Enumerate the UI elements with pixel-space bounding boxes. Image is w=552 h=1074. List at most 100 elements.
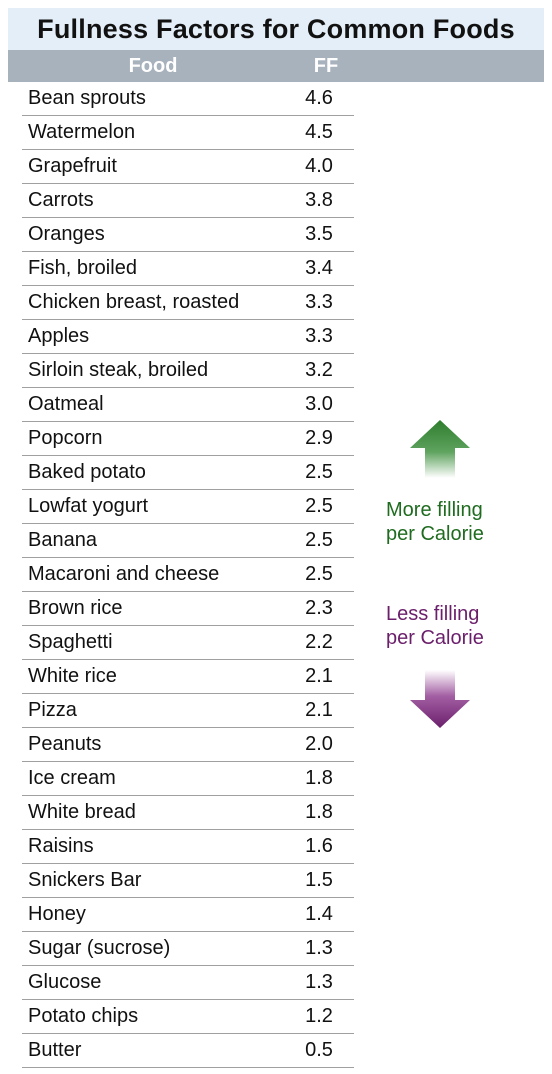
up-arrow-icon bbox=[410, 420, 470, 478]
table-row: Chicken breast, roasted 3.3 bbox=[22, 286, 354, 320]
food-name: Watermelon bbox=[28, 121, 136, 143]
table-row: White bread 1.8 bbox=[22, 796, 354, 830]
table-row: Macaroni and cheese 2.5 bbox=[22, 558, 354, 592]
food-name: Carrots bbox=[28, 189, 94, 211]
food-name: Pizza bbox=[28, 699, 77, 721]
ff-value: 3.4 bbox=[305, 257, 333, 279]
table-row: Baked potato 2.5 bbox=[22, 456, 354, 490]
ff-value: 2.5 bbox=[305, 495, 333, 517]
food-name: Macaroni and cheese bbox=[28, 563, 220, 585]
food-name: Spaghetti bbox=[28, 631, 113, 653]
ff-value: 3.5 bbox=[305, 223, 333, 245]
food-name: White rice bbox=[28, 665, 117, 687]
less-filling-line2: per Calorie bbox=[386, 627, 484, 649]
ff-value: 2.3 bbox=[305, 597, 333, 619]
ff-value: 4.6 bbox=[305, 87, 333, 109]
food-name: Butter bbox=[28, 1039, 82, 1061]
table-row: Spaghetti 2.2 bbox=[22, 626, 354, 660]
food-name: Sirloin steak, broiled bbox=[28, 359, 209, 381]
table-row: Apples 3.3 bbox=[22, 320, 354, 354]
table-row: Grapefruit 4.0 bbox=[22, 150, 354, 184]
table-row: Carrots 3.8 bbox=[22, 184, 354, 218]
ff-value: 2.5 bbox=[305, 529, 333, 551]
ff-value: 2.5 bbox=[305, 461, 333, 483]
table-row: Honey 1.4 bbox=[22, 898, 354, 932]
food-name: Banana bbox=[28, 529, 97, 551]
table-row: Fish, broiled 3.4 bbox=[22, 252, 354, 286]
ff-value: 3.0 bbox=[305, 393, 333, 415]
table-row: Brown rice 2.3 bbox=[22, 592, 354, 626]
table-row: Lowfat yogurt 2.5 bbox=[22, 490, 354, 524]
food-name: Sugar (sucrose) bbox=[28, 937, 171, 959]
table-row: Oranges 3.5 bbox=[22, 218, 354, 252]
food-name: Popcorn bbox=[28, 427, 103, 449]
food-name: Lowfat yogurt bbox=[28, 495, 149, 517]
table-row: Peanuts 2.0 bbox=[22, 728, 354, 762]
chart-title: Fullness Factors for Common Foods bbox=[37, 13, 515, 44]
table-row: Oatmeal 3.0 bbox=[22, 388, 354, 422]
table-row: Sugar (sucrose) 1.3 bbox=[22, 932, 354, 966]
ff-value: 3.3 bbox=[305, 291, 333, 313]
food-name: Potato chips bbox=[28, 1005, 139, 1027]
food-name: Fish, broiled bbox=[28, 257, 137, 279]
ff-value: 3.3 bbox=[305, 325, 333, 347]
food-name: Brown rice bbox=[28, 597, 123, 619]
food-name: Peanuts bbox=[28, 733, 102, 755]
food-name: Baked potato bbox=[28, 461, 146, 483]
less-filling-label: Less filling per Calorie bbox=[386, 602, 484, 650]
food-name: Apples bbox=[28, 325, 90, 347]
table-row: White rice 2.1 bbox=[22, 660, 354, 694]
more-filling-label: More filling per Calorie bbox=[386, 498, 484, 546]
ff-value: 4.0 bbox=[305, 155, 333, 177]
ff-value: 1.3 bbox=[305, 937, 333, 959]
table-row: Pizza 2.1 bbox=[22, 694, 354, 728]
ff-value: 3.2 bbox=[305, 359, 333, 381]
table-header: Food FF bbox=[8, 50, 544, 82]
food-name: Honey bbox=[28, 903, 86, 925]
table-row: Bean sprouts 4.6 bbox=[22, 82, 354, 116]
table-row: Ice cream 1.8 bbox=[22, 762, 354, 796]
table-body: Bean sprouts 4.6 Watermelon 4.5 Grapefruit 4.… bbox=[22, 82, 354, 1068]
ff-value: 2.0 bbox=[305, 733, 333, 755]
food-name: Oranges bbox=[28, 223, 105, 245]
table-row: Sirloin steak, broiled 3.2 bbox=[22, 354, 354, 388]
more-filling-line1: More filling bbox=[386, 499, 483, 521]
ff-value: 1.3 bbox=[305, 971, 333, 993]
column-header-food: Food bbox=[128, 55, 178, 77]
ff-value: 1.6 bbox=[305, 835, 333, 857]
food-name: Grapefruit bbox=[28, 155, 117, 177]
food-name: Snickers Bar bbox=[28, 869, 142, 891]
table-row: Raisins 1.6 bbox=[22, 830, 354, 864]
table-row: Popcorn 2.9 bbox=[22, 422, 354, 456]
ff-value: 2.9 bbox=[305, 427, 333, 449]
table-row: Butter 0.5 bbox=[22, 1034, 354, 1068]
table-row: Potato chips 1.2 bbox=[22, 1000, 354, 1034]
ff-value: 1.4 bbox=[305, 903, 333, 925]
ff-value: 1.5 bbox=[305, 869, 333, 891]
ff-value: 0.5 bbox=[305, 1039, 333, 1061]
title-bar: Fullness Factors for Common Foods bbox=[8, 8, 544, 50]
table-row: Banana 2.5 bbox=[22, 524, 354, 558]
food-name: White bread bbox=[28, 801, 136, 823]
food-name: Glucose bbox=[28, 971, 102, 993]
more-filling-line2: per Calorie bbox=[386, 523, 484, 545]
ff-value: 2.5 bbox=[305, 563, 333, 585]
food-name: Raisins bbox=[28, 835, 94, 857]
food-name: Ice cream bbox=[28, 767, 116, 789]
food-name: Bean sprouts bbox=[28, 87, 146, 109]
food-name: Chicken breast, roasted bbox=[28, 291, 240, 313]
ff-value: 4.5 bbox=[305, 121, 333, 143]
ff-value: 2.1 bbox=[305, 699, 333, 721]
table-row: Watermelon 4.5 bbox=[22, 116, 354, 150]
ff-value: 3.8 bbox=[305, 189, 333, 211]
table-row: Snickers Bar 1.5 bbox=[22, 864, 354, 898]
ff-value: 1.8 bbox=[305, 801, 333, 823]
ff-value: 2.2 bbox=[305, 631, 333, 653]
ff-value: 1.8 bbox=[305, 767, 333, 789]
food-name: Oatmeal bbox=[28, 393, 104, 415]
ff-value: 1.2 bbox=[305, 1005, 333, 1027]
column-header-ff: FF bbox=[313, 55, 339, 77]
ff-value: 2.1 bbox=[305, 665, 333, 687]
table-row: Glucose 1.3 bbox=[22, 966, 354, 1000]
down-arrow-icon bbox=[410, 670, 470, 728]
